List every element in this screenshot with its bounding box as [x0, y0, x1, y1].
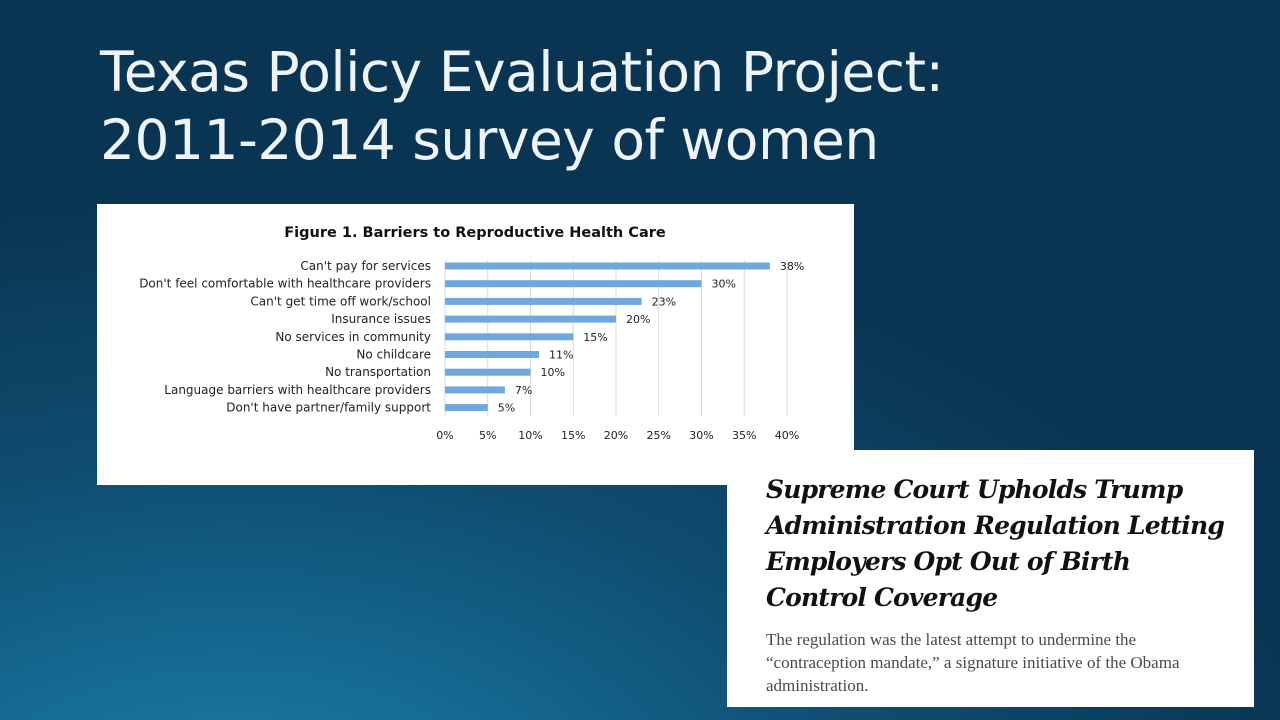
category-label-1: Don't feel comfortable with healthcare p… [139, 277, 431, 291]
value-label-1: 30% [712, 278, 736, 291]
category-label-6: No transportation [325, 365, 431, 379]
x-tick-label-35: 35% [732, 429, 756, 442]
barriers-bar-chart: Figure 1. Barriers to Reproductive Healt… [139, 225, 805, 442]
value-label-6: 10% [541, 366, 565, 379]
x-tick-label-40: 40% [775, 429, 799, 442]
bar-3 [445, 315, 616, 323]
category-label-3: Insurance issues [331, 312, 431, 326]
news-summary: The regulation was the latest attempt to… [766, 630, 1180, 695]
bar-8 [445, 404, 488, 412]
value-label-8: 5% [498, 402, 515, 415]
bar-6 [445, 368, 531, 376]
value-label-2: 23% [652, 295, 676, 308]
category-label-0: Can't pay for services [300, 259, 431, 273]
bar-0 [445, 262, 770, 270]
bars [445, 262, 770, 412]
category-labels: Can't pay for services Don't feel comfort… [139, 259, 431, 415]
slide-title-line-1: Texas Policy Evaluation Project: [100, 40, 944, 104]
value-label-4: 15% [583, 331, 607, 344]
x-tick-label-15: 15% [561, 429, 585, 442]
category-label-8: Don't have partner/family support [226, 401, 431, 415]
value-label-7: 7% [515, 384, 532, 397]
chart-title: Figure 1. Barriers to Reproductive Healt… [284, 225, 666, 241]
x-tick-label-10: 10% [518, 429, 542, 442]
slide-title: Texas Policy Evaluation Project: 2011-20… [100, 38, 1100, 174]
bar-1 [445, 280, 702, 288]
slide-title-line-2: 2011-2014 survey of women [100, 108, 879, 172]
category-label-5: No childcare [356, 348, 431, 362]
value-label-5: 11% [549, 349, 573, 362]
bar-4 [445, 333, 574, 341]
x-tick-label-5: 5% [479, 429, 496, 442]
x-tick-label-25: 25% [647, 429, 671, 442]
x-tick-label-20: 20% [604, 429, 628, 442]
category-label-7: Language barriers with healthcare provid… [164, 383, 431, 397]
news-headline: Supreme Court Upholds Trump Administrati… [766, 475, 1225, 612]
value-label-3: 20% [626, 313, 650, 326]
bar-5 [445, 351, 540, 358]
category-label-2: Can't get time off work/school [250, 294, 431, 308]
value-label-0: 38% [780, 260, 804, 273]
x-axis-ticks: 0% 5% 10% 15% 20% 25% 30% 35% 40% [436, 429, 799, 442]
bar-2 [445, 297, 642, 305]
category-label-4: No services in community [275, 330, 431, 344]
x-tick-label-0: 0% [436, 429, 453, 442]
value-labels: 38% 30% 23%20% 15% 11% 10% 7%5% [498, 260, 805, 415]
x-tick-label-30: 30% [689, 429, 713, 442]
news-clipping: Supreme Court Upholds Trump Administrati… [727, 450, 1254, 707]
bar-7 [445, 386, 505, 394]
chart-panel: Figure 1. Barriers to Reproductive Healt… [97, 204, 854, 485]
